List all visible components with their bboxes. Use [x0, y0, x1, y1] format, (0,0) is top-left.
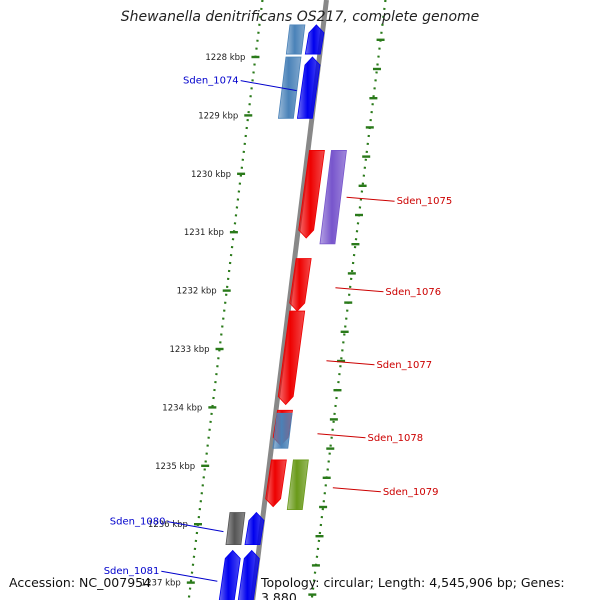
kbp-tick-label: 1236 kbp: [148, 520, 188, 530]
gene-label-leader: [167, 521, 224, 533]
kbp-tick-label: 1233 kbp: [169, 345, 209, 355]
gene-label-leader: [326, 360, 375, 366]
gene-feature[interactable]: [272, 412, 293, 449]
gene-feature[interactable]: [296, 56, 321, 119]
accession-label: Accession: NC_007954: [9, 575, 152, 590]
topology-summary: Topology: circular; Length: 4,545,906 bp…: [261, 575, 565, 600]
gene-feature[interactable]: [265, 459, 287, 508]
gene-feature[interactable]: [298, 150, 325, 239]
gene-feature[interactable]: [286, 459, 309, 511]
kbp-tick-label: 1232 kbp: [177, 287, 217, 297]
gene-label[interactable]: Sden_1079: [383, 487, 439, 498]
gene-feature[interactable]: [218, 549, 241, 600]
gene-label[interactable]: Sden_1075: [397, 196, 453, 207]
kbp-tick-label: 1237 kbp: [141, 579, 181, 589]
gene-feature[interactable]: [225, 512, 246, 546]
gene-label[interactable]: Sden_1081: [104, 566, 160, 577]
kbp-tick-label: 1235 kbp: [155, 462, 195, 472]
gene-label[interactable]: Sden_1080: [110, 517, 166, 528]
gene-feature[interactable]: [277, 56, 302, 119]
gene-feature[interactable]: [319, 150, 347, 245]
left-dotted-guide: [187, 0, 264, 600]
kbp-tick-label: 1228 kbp: [205, 53, 245, 63]
gene-label[interactable]: Sden_1077: [376, 360, 432, 371]
gene-label[interactable]: Sden_1078: [367, 433, 423, 444]
gene-label[interactable]: Sden_1074: [183, 76, 239, 87]
gene-label[interactable]: Sden_1076: [385, 287, 441, 298]
kbp-tick-label: 1229 kbp: [198, 111, 238, 121]
gene-feature[interactable]: [285, 24, 306, 55]
gene-label-leader: [317, 433, 366, 439]
kbp-tick-label: 1231 kbp: [184, 228, 224, 238]
gene-feature[interactable]: [277, 310, 306, 406]
gene-feature[interactable]: [244, 511, 265, 546]
map-title: Shewanella denitrificans OS217, complete…: [120, 9, 480, 25]
gene-label-leader: [332, 487, 381, 493]
gene-label-leader: [335, 287, 384, 293]
kbp-tick-label: 1230 kbp: [191, 170, 231, 180]
gene-label-leader: [240, 80, 297, 92]
kbp-tick-label: 1234 kbp: [162, 403, 202, 413]
gene-label-leader: [346, 196, 395, 202]
gene-feature[interactable]: [289, 258, 312, 312]
right-dotted-guide: [310, 0, 387, 600]
gene-label-leader: [161, 570, 218, 582]
gene-feature[interactable]: [237, 549, 260, 600]
gene-feature[interactable]: [304, 24, 325, 55]
